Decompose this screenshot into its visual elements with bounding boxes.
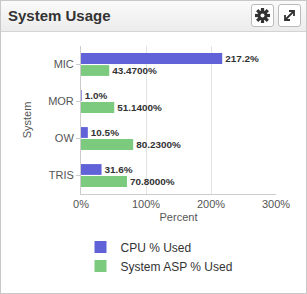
svg-text:1.0%: 1.0% [85, 90, 108, 101]
svg-text:200%: 200% [197, 198, 225, 210]
svg-text:CPU % Used: CPU % Used [121, 241, 192, 255]
svg-text:43.4700%: 43.4700% [112, 65, 157, 76]
svg-text:MIC: MIC [54, 58, 74, 70]
svg-text:OW: OW [55, 132, 75, 144]
svg-text:70.8000%: 70.8000% [130, 176, 175, 187]
svg-text:System ASP % Used: System ASP % Used [121, 260, 233, 274]
svg-text:0%: 0% [73, 198, 89, 210]
svg-text:MOR: MOR [48, 95, 74, 107]
svg-text:TRIS: TRIS [49, 169, 74, 181]
html-text:System Usage: System Usage [8, 7, 111, 24]
svg-text:100%: 100% [132, 198, 160, 210]
svg-text:217.2%: 217.2% [225, 53, 259, 64]
svg-text:Percent: Percent [160, 211, 198, 223]
svg-text:51.1400%: 51.1400% [117, 102, 162, 113]
svg-text:80.2300%: 80.2300% [136, 139, 181, 150]
svg-text:System: System [21, 102, 33, 139]
svg-text:10.5%: 10.5% [91, 127, 119, 138]
svg-text:31.6%: 31.6% [105, 164, 133, 175]
svg-text:300%: 300% [262, 198, 290, 210]
